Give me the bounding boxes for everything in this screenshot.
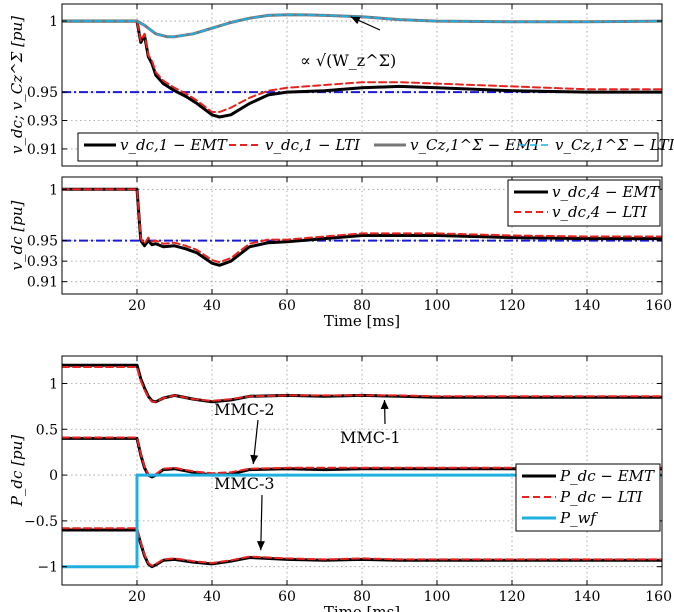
series-line-5 <box>62 436 662 477</box>
annotation-arrowhead <box>250 454 259 465</box>
series-line-6 <box>62 527 662 567</box>
legend-label: v_dc,4 − LTI <box>552 203 648 221</box>
annotation-3: MMC-3 <box>214 474 275 551</box>
y-axis-label: P_dc [pu] <box>8 435 26 507</box>
series-group <box>62 187 662 267</box>
legend-label: v_Cz,1^Σ − LTI <box>555 136 674 154</box>
x-tick-label: 40 <box>203 298 221 314</box>
y-tick-label: 0.93 <box>27 254 58 270</box>
legend-label: v_dc,1 − LTI <box>265 136 361 154</box>
legend-label: P_dc − EMT <box>559 467 655 485</box>
x-tick-label: 80 <box>353 298 371 314</box>
series-line-4 <box>62 13 662 38</box>
x-tick-label: 100 <box>424 589 451 605</box>
annotation-label: MMC-1 <box>340 428 401 447</box>
x-tick-label: 80 <box>353 589 371 605</box>
annotation-arrowhead <box>380 399 389 410</box>
legend-label: v_Cz,1^Σ − EMT <box>410 136 542 154</box>
legend-box <box>77 132 659 162</box>
y-tick-label: 1 <box>49 14 58 30</box>
y-tick-label: 0.93 <box>27 114 58 130</box>
y-tick-label: −1 <box>37 560 58 576</box>
annotation-label: ∝ √(W_z^Σ) <box>300 51 396 70</box>
x-tick-label: 100 <box>424 298 451 314</box>
annotation-label: MMC-2 <box>214 400 275 419</box>
y-tick-label: 0 <box>49 468 58 484</box>
y-tick-label: 0.95 <box>27 234 58 250</box>
legend-label: P_wf <box>559 509 598 527</box>
annotation-label: MMC-3 <box>214 474 275 493</box>
series-line-1 <box>62 187 662 267</box>
x-tick-label: 140 <box>574 298 601 314</box>
series-group <box>62 363 662 569</box>
y-tick-label: 0.95 <box>27 85 58 101</box>
x-tick-label: 60 <box>278 298 296 314</box>
series-line-4 <box>62 366 662 403</box>
legend: P_dc − EMT P_dc − LTI P_wf <box>515 463 661 532</box>
series-group <box>62 13 662 119</box>
legend: v_dc,4 − EMT v_dc,4 − LTI <box>507 179 661 227</box>
y-axis-label: v_dc [pu] <box>8 200 26 270</box>
y-tick-label: 1 <box>49 182 58 198</box>
x-axis-label: Time [ms] <box>324 312 400 330</box>
series-line-7 <box>62 473 662 569</box>
x-tick-label: 20 <box>128 298 146 314</box>
y-tick-label: 0.91 <box>27 275 58 291</box>
annotation-1: ∝ √(W_z^Σ) <box>300 16 396 70</box>
annotation-2: MMC-1 <box>340 399 401 447</box>
series-line-2 <box>62 20 662 113</box>
chart-panel-1: 0.91 0.93 0.95 1 v_dc; v_Cz^Σ [pu] v_dc,1 − E… <box>8 3 674 167</box>
annotation-arrowhead <box>256 541 265 551</box>
x-tick-label: 20 <box>128 589 146 605</box>
y-tick-label: 0.5 <box>36 422 58 438</box>
y-axis-label: v_dc; v_Cz^Σ [pu] <box>8 16 26 154</box>
legend-label: v_dc,1 − EMT <box>120 136 228 154</box>
y-tick-label: −0.5 <box>24 514 58 530</box>
legend-label: v_dc,4 − EMT <box>552 183 660 201</box>
x-axis-label: Time [ms] <box>324 603 400 612</box>
x-tick-label: 120 <box>499 298 526 314</box>
y-tick-label: 1 <box>49 376 58 392</box>
annotation-1: MMC-2 <box>214 400 275 465</box>
annotation-arrowhead <box>350 16 361 25</box>
x-tick-label: 120 <box>499 589 526 605</box>
x-tick-label: 160 <box>645 298 672 314</box>
y-tick-label: 0.91 <box>27 142 58 158</box>
x-tick-label: 60 <box>278 589 296 605</box>
legend-box <box>507 179 661 227</box>
series-line-2 <box>62 188 662 264</box>
x-tick-label: 40 <box>203 589 221 605</box>
x-tick-label: 140 <box>574 589 601 605</box>
legend: v_dc,1 − EMT v_dc,1 − LTI v_Cz,1^Σ − EMT v_… <box>77 132 674 162</box>
x-tick-label: 160 <box>645 589 672 605</box>
legend-label: P_dc − LTI <box>559 488 643 506</box>
annotation-arrow-line <box>260 494 263 551</box>
